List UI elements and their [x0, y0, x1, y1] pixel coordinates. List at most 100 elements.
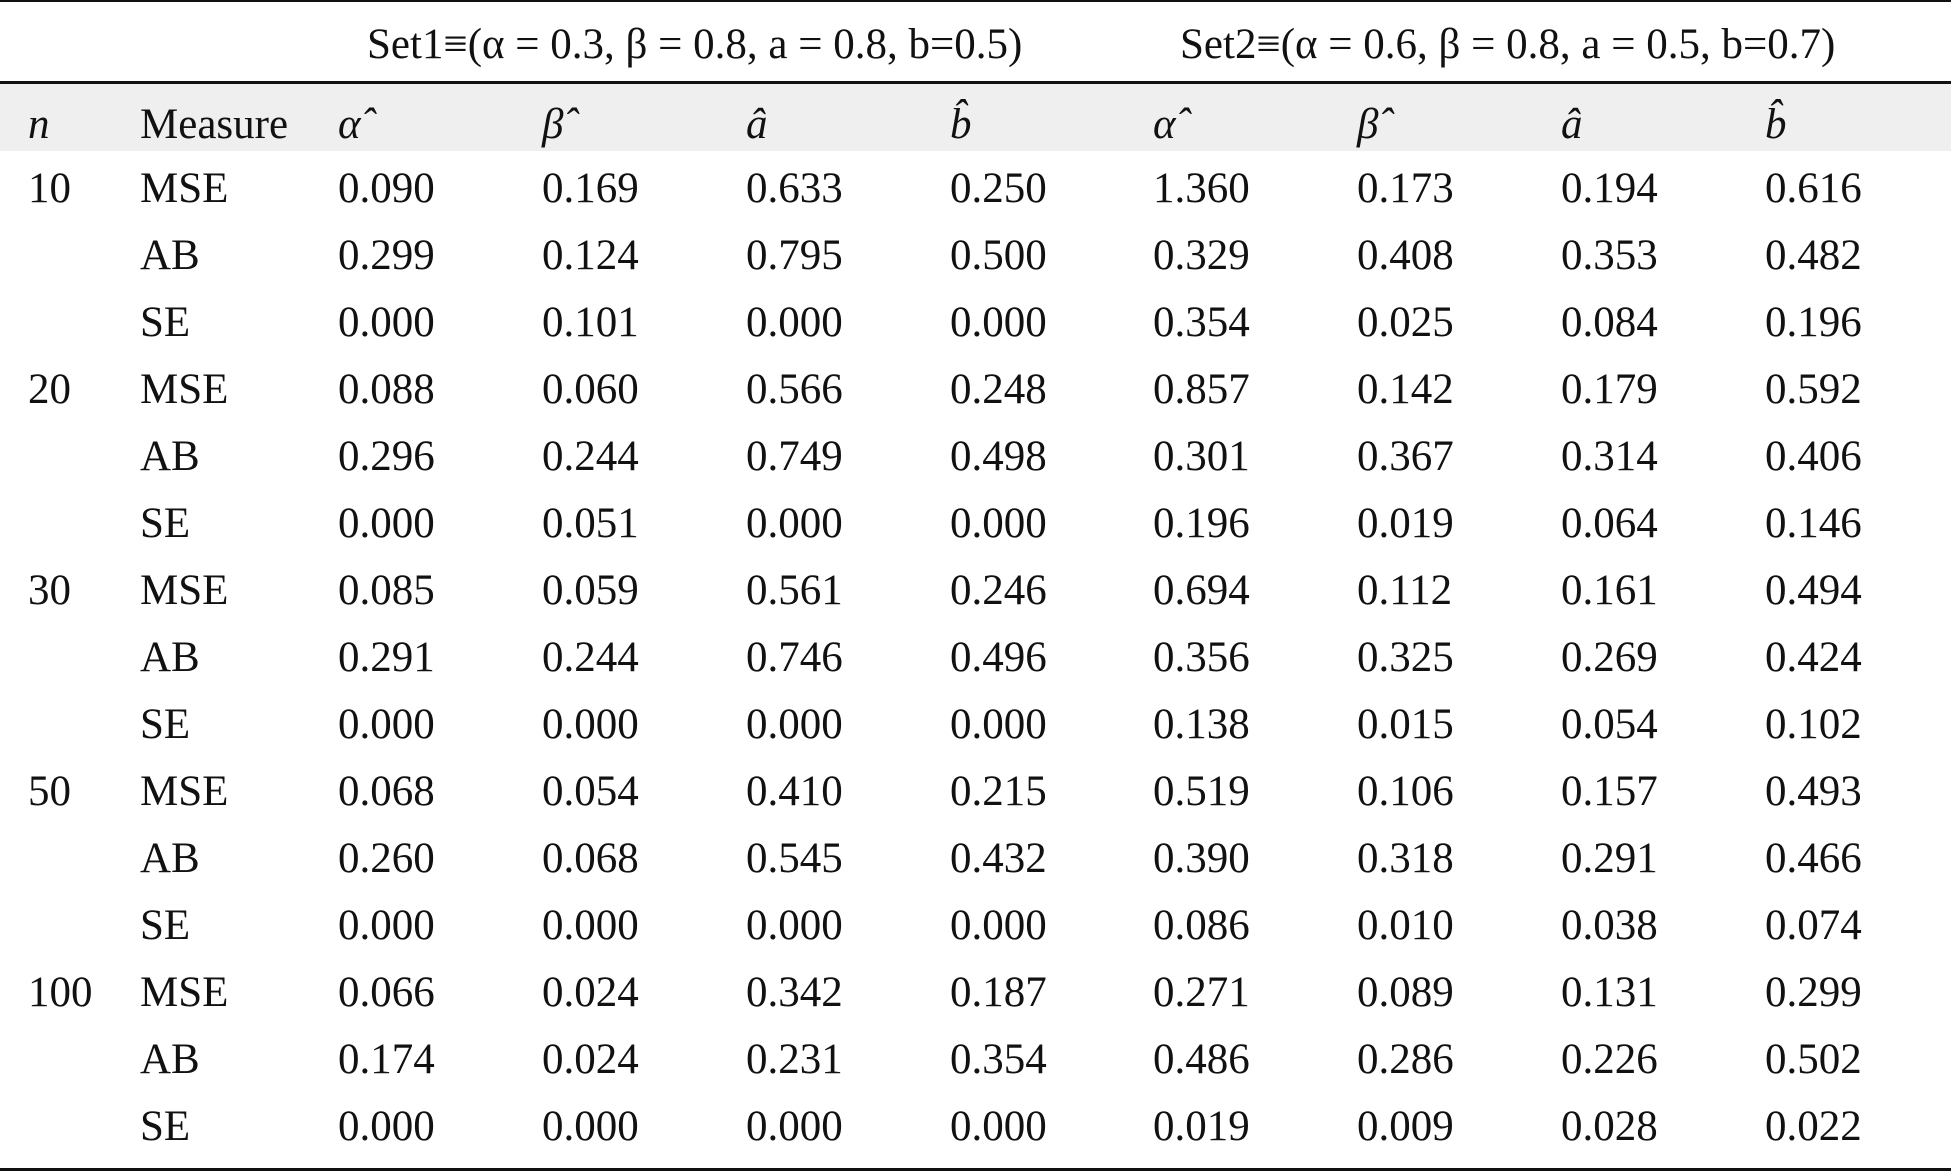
set1-beta-hat-cell: 0.000 [542, 701, 639, 748]
set2-a-hat-cell: 0.269 [1561, 634, 1658, 681]
set2-alpha-hat-cell: 0.271 [1153, 969, 1250, 1016]
set1-alpha-hat-cell: 0.000 [338, 299, 435, 346]
set2-a-hat-cell: 0.226 [1561, 1036, 1658, 1083]
set2-b-hat-cell: 0.074 [1765, 902, 1862, 949]
set1-beta-hat-cell: 0.124 [542, 232, 639, 279]
set1-a-hat-cell: 0.231 [746, 1036, 843, 1083]
set1-b-hat-cell: 0.432 [950, 835, 1047, 882]
set2-alpha-hat-cell: 0.086 [1153, 902, 1250, 949]
set1-a-hat-cell: 0.342 [746, 969, 843, 1016]
set1-alpha-hat-cell: 0.291 [338, 634, 435, 681]
set2-b-hat-cell: 0.616 [1765, 165, 1862, 212]
table-row: SE 0.000 0.000 0.000 0.000 0.138 0.015 0.054 0.1… [0, 691, 1951, 758]
set1-b-hat-cell: 0.246 [950, 567, 1047, 614]
set2-b-hat-cell: 0.592 [1765, 366, 1862, 413]
table-row: AB 0.299 0.124 0.795 0.500 0.329 0.408 0.353 0.4… [0, 222, 1951, 289]
measure-cell: SE [140, 701, 191, 748]
table-row: AB 0.260 0.068 0.545 0.432 0.390 0.318 0.291 0.4… [0, 825, 1951, 892]
set1-alpha-hat-cell: 0.174 [338, 1036, 435, 1083]
set1-a-hat-cell: 0.000 [746, 500, 843, 547]
set1-header: Set1≡(α = 0.3, β = 0.8, a = 0.8, b=0.5) [367, 21, 1023, 68]
set1-alpha-hat-cell: 0.299 [338, 232, 435, 279]
set1-beta-hat-cell: 0.059 [542, 567, 639, 614]
set2-a-hat-cell: 0.353 [1561, 232, 1658, 279]
set1-alpha-hat-cell: 0.088 [338, 366, 435, 413]
set2-b-hat-cell: 0.196 [1765, 299, 1862, 346]
table-row: SE 0.000 0.101 0.000 0.000 0.354 0.025 0.084 0.1… [0, 289, 1951, 356]
set2-a-hat-cell: 0.314 [1561, 433, 1658, 480]
set1-alpha-hat-cell: 0.085 [338, 567, 435, 614]
set2-beta-hat-cell: 0.112 [1357, 567, 1453, 614]
set1-b-hat-cell: 0.250 [950, 165, 1047, 212]
set2-b-hat-cell: 0.493 [1765, 768, 1862, 815]
set2-b-hat-cell: 0.466 [1765, 835, 1862, 882]
header-rule [0, 81, 1951, 84]
set2-alpha-hat-cell: 0.354 [1153, 299, 1250, 346]
set2-beta-hat-cell: 0.367 [1357, 433, 1454, 480]
set2-beta-hat-cell: 0.173 [1357, 165, 1454, 212]
set1-b-hat-cell: 0.248 [950, 366, 1047, 413]
table-row: 20 MSE 0.088 0.060 0.566 0.248 0.857 0.142 0.179… [0, 356, 1951, 423]
set2-alpha-hat-cell: 0.390 [1153, 835, 1250, 882]
set2-a-hat-cell: 0.038 [1561, 902, 1658, 949]
set1-beta-hat-cell: 0.068 [542, 835, 639, 882]
set1-b-hat-cell: 0.000 [950, 299, 1047, 346]
table-row: SE 0.000 0.000 0.000 0.000 0.086 0.010 0.038 0.0… [0, 892, 1951, 959]
set1-a-hat-cell: 0.000 [746, 701, 843, 748]
set1-a-hat-cell: 0.000 [746, 299, 843, 346]
set2-beta-hat-cell: 0.019 [1357, 500, 1454, 547]
set2-beta-hat-cell: 0.318 [1357, 835, 1454, 882]
set2-a-hat-cell: 0.064 [1561, 500, 1658, 547]
set2-beta-hat-cell: 0.106 [1357, 768, 1454, 815]
measure-cell: AB [140, 1036, 200, 1083]
column-header-set2-b-hat: b̂ [1765, 101, 1787, 148]
set2-b-hat-cell: 0.102 [1765, 701, 1862, 748]
set2-a-hat-cell: 0.157 [1561, 768, 1658, 815]
set1-alpha-hat-cell: 0.066 [338, 969, 435, 1016]
measure-cell: MSE [140, 768, 229, 815]
set1-a-hat-cell: 0.000 [746, 902, 843, 949]
set1-b-hat-cell: 0.354 [950, 1036, 1047, 1083]
measure-cell: AB [140, 634, 200, 681]
set1-a-hat-cell: 0.545 [746, 835, 843, 882]
set1-beta-hat-cell: 0.051 [542, 500, 639, 547]
set2-beta-hat-cell: 0.009 [1357, 1103, 1454, 1150]
set1-a-hat-cell: 0.410 [746, 768, 843, 815]
table-row: SE 0.000 0.000 0.000 0.000 0.019 0.009 0.028 0.0… [0, 1093, 1951, 1160]
table-row: 30 MSE 0.085 0.059 0.561 0.246 0.694 0.112 0.161… [0, 557, 1951, 624]
set1-alpha-hat-cell: 0.260 [338, 835, 435, 882]
bottom-rule [0, 1168, 1951, 1171]
set2-header: Set2≡(α = 0.6, β = 0.8, a = 0.5, b=0.7) [1180, 21, 1836, 68]
set2-alpha-hat-cell: 0.196 [1153, 500, 1250, 547]
measure-cell: MSE [140, 366, 229, 413]
set1-b-hat-cell: 0.187 [950, 969, 1047, 1016]
set1-a-hat-cell: 0.633 [746, 165, 843, 212]
set2-a-hat-cell: 0.054 [1561, 701, 1658, 748]
set2-alpha-hat-cell: 0.019 [1153, 1103, 1250, 1150]
set1-alpha-hat-cell: 0.000 [338, 1103, 435, 1150]
column-header-set2-beta-hat: β̂ [1357, 101, 1379, 148]
set1-beta-hat-cell: 0.244 [542, 634, 639, 681]
set1-alpha-hat-cell: 0.000 [338, 902, 435, 949]
set1-b-hat-cell: 0.000 [950, 701, 1047, 748]
n-cell: 50 [28, 768, 71, 815]
measure-cell: AB [140, 433, 200, 480]
set2-beta-hat-cell: 0.142 [1357, 366, 1454, 413]
set1-alpha-hat-cell: 0.090 [338, 165, 435, 212]
set1-b-hat-cell: 0.000 [950, 902, 1047, 949]
set2-alpha-hat-cell: 1.360 [1153, 165, 1250, 212]
set1-b-hat-cell: 0.000 [950, 500, 1047, 547]
set1-beta-hat-cell: 0.101 [542, 299, 639, 346]
measure-cell: SE [140, 902, 191, 949]
set1-beta-hat-cell: 0.000 [542, 902, 639, 949]
n-cell: 20 [28, 366, 71, 413]
set2-b-hat-cell: 0.022 [1765, 1103, 1862, 1150]
set1-beta-hat-cell: 0.060 [542, 366, 639, 413]
set1-a-hat-cell: 0.746 [746, 634, 843, 681]
set2-a-hat-cell: 0.131 [1561, 969, 1658, 1016]
set1-b-hat-cell: 0.498 [950, 433, 1047, 480]
set1-beta-hat-cell: 0.024 [542, 969, 639, 1016]
set2-alpha-hat-cell: 0.356 [1153, 634, 1250, 681]
set1-beta-hat-cell: 0.169 [542, 165, 639, 212]
